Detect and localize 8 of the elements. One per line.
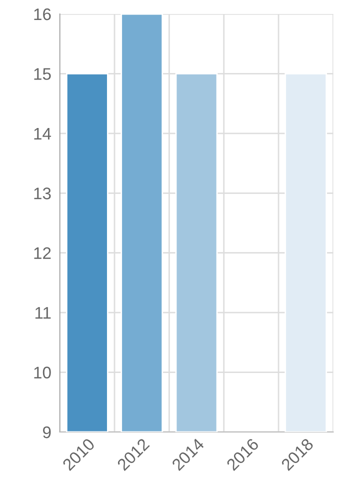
y-tick-label: 15 [34,68,51,80]
y-tick-label: 14 [34,128,52,140]
y-tick-label: 16 [34,8,51,20]
y-tick-label: 11 [35,307,51,319]
y-tick-label: 13 [34,188,51,200]
y-tick-label: 10 [34,366,51,378]
y-tick-label: 9 [43,426,51,438]
y-tick-label: 12 [34,247,51,259]
